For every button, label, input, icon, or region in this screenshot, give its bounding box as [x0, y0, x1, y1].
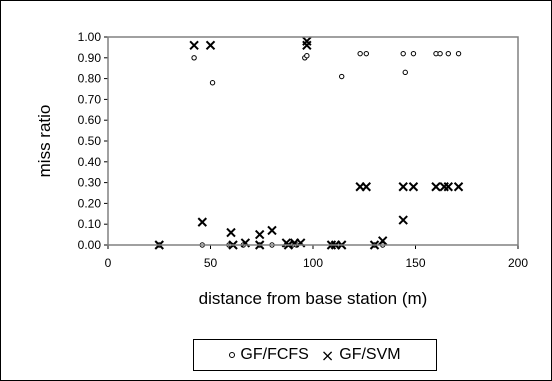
- data-point-gf-fcfs: [304, 53, 310, 59]
- y-tick-label: 0.50: [78, 134, 102, 148]
- data-point-gf-svm: [361, 182, 372, 192]
- x-tick-label: 150: [405, 256, 425, 270]
- y-tick-label: 1.00: [78, 30, 102, 44]
- data-point-gf-fcfs: [437, 50, 443, 57]
- data-point-gf-svm: [431, 182, 441, 192]
- y-tick-label: 0.60: [78, 113, 102, 127]
- y-axis-label: miss ratio: [35, 105, 54, 178]
- data-point-gf-svm: [267, 225, 277, 236]
- data-point-gf-svm: [408, 182, 419, 192]
- data-point-gf-svm: [398, 182, 408, 192]
- x-marker-icon: ×: [320, 345, 335, 365]
- data-point-gf-svm: [205, 40, 216, 51]
- data-point-gf-svm: [197, 217, 208, 227]
- data-point-gf-fcfs: [357, 50, 363, 57]
- data-point-gf-fcfs: [410, 50, 417, 57]
- y-tick-label: 0.20: [78, 196, 102, 210]
- data-point-gf-svm: [302, 40, 312, 51]
- data-point-gf-svm: [189, 40, 199, 51]
- data-point-gf-svm: [226, 227, 236, 238]
- legend-item-gf-svm: × GF/SVM: [321, 346, 401, 365]
- legend-item-gf-fcfs: GF/FCFS: [229, 346, 309, 364]
- x-tick-label: 200: [508, 256, 528, 270]
- y-tick-label: 0.00: [78, 238, 102, 252]
- legend: GF/FCFS × GF/SVM: [193, 339, 437, 371]
- x-tick-label: 0: [105, 256, 112, 270]
- data-point-gf-fcfs: [402, 69, 408, 76]
- y-tick-label: 0.30: [78, 176, 102, 190]
- data-point-gf-fcfs: [455, 50, 462, 57]
- data-point-gf-svm: [443, 182, 454, 192]
- plot-area: [107, 36, 519, 246]
- data-point-gf-fcfs: [209, 80, 216, 86]
- data-point-gf-svm: [254, 229, 265, 240]
- x-axis-label: distance from base station (m): [199, 289, 428, 308]
- y-tick-label: 0.40: [78, 155, 102, 169]
- y-tick-label: 0.90: [78, 51, 102, 65]
- data-point-gf-svm: [377, 236, 388, 246]
- data-point-gf-fcfs: [363, 50, 369, 57]
- y-tick-label: 0.70: [78, 92, 102, 106]
- data-point-gf-svm: [453, 182, 464, 192]
- data-point-gf-svm: [398, 215, 408, 225]
- circle-marker-icon: [229, 352, 236, 358]
- x-tick-label: 100: [303, 256, 323, 270]
- y-tick-label: 0.10: [78, 217, 102, 231]
- data-point-gf-fcfs: [400, 50, 406, 57]
- data-point-gf-fcfs: [191, 55, 197, 61]
- legend-label-gf-fcfs: GF/FCFS: [240, 346, 309, 363]
- data-point-gf-fcfs: [445, 50, 451, 57]
- y-tick-label: 0.80: [78, 72, 102, 86]
- data-point-gf-fcfs: [339, 73, 345, 80]
- x-tick-label: 50: [204, 256, 218, 270]
- legend-label-gf-svm: GF/SVM: [339, 346, 401, 363]
